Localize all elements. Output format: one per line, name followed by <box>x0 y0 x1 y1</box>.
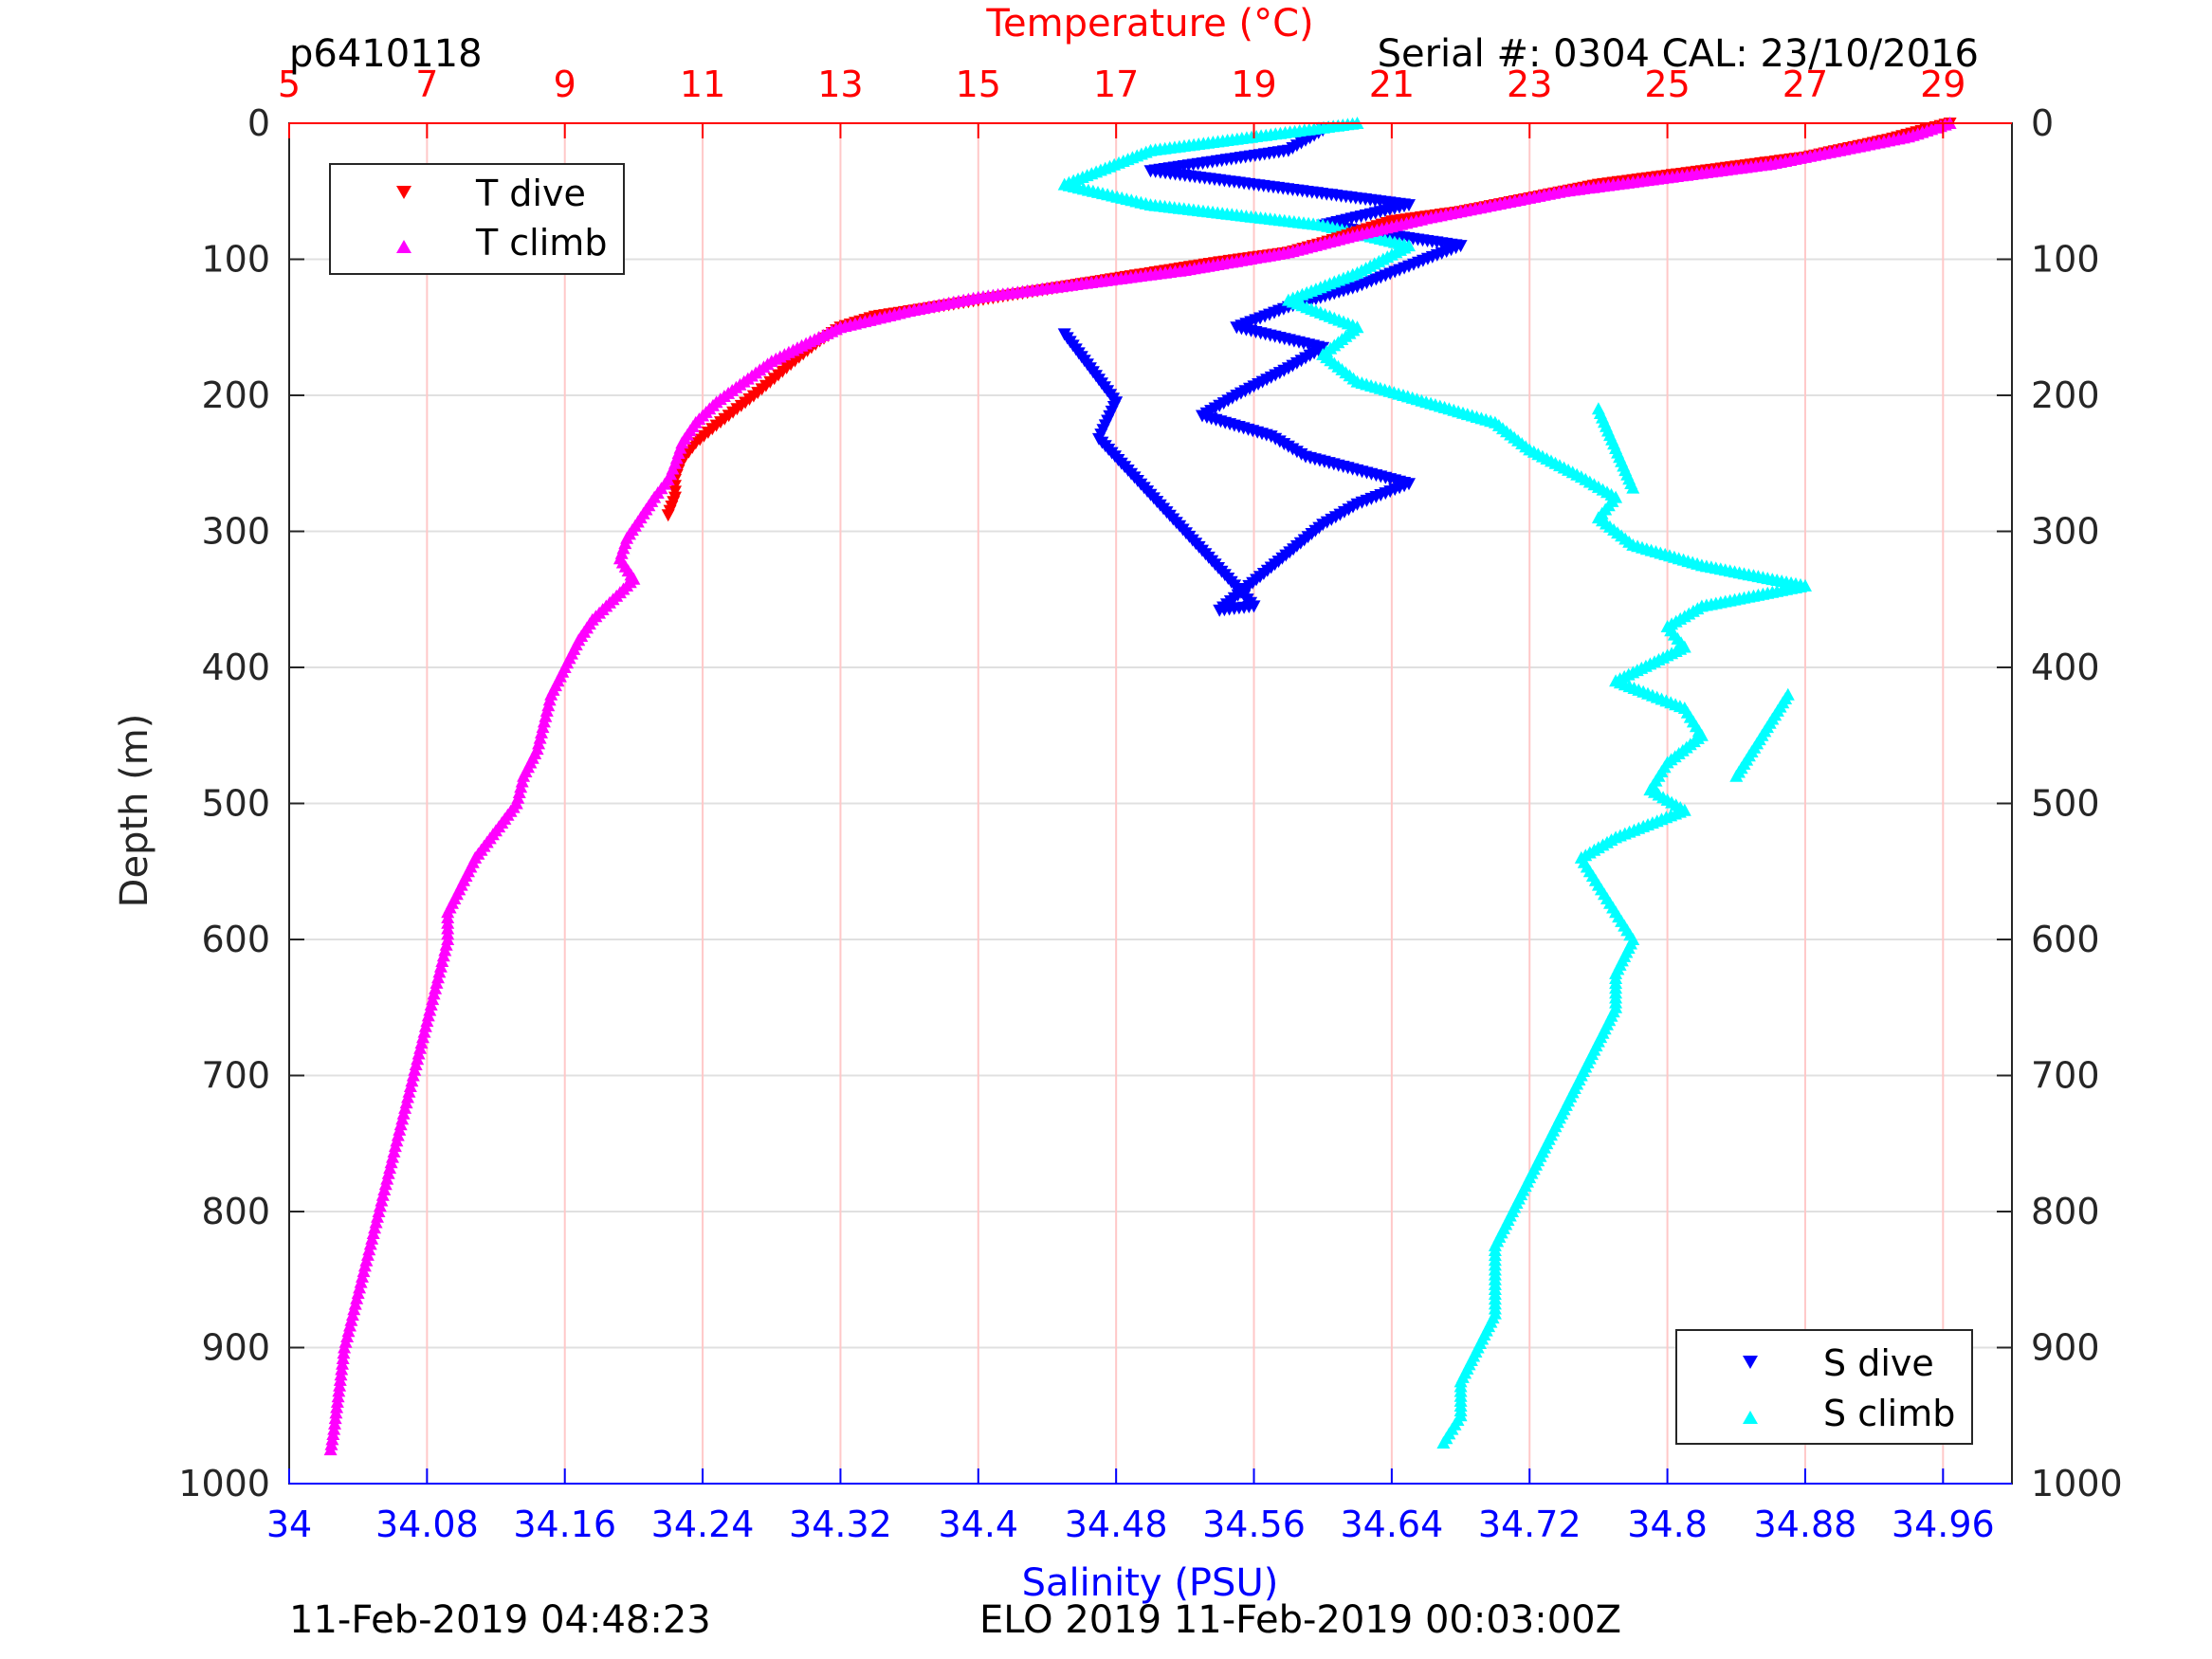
data-point <box>330 1400 344 1413</box>
data-point <box>334 1368 348 1381</box>
y-tick-label-left: 1000 <box>178 1463 270 1504</box>
temperature-tick-label: 7 <box>415 64 438 105</box>
salinity-tick-label: 34.8 <box>1627 1504 1708 1545</box>
data-point <box>1729 769 1744 782</box>
profile-id: p6410118 <box>289 32 483 76</box>
data-point <box>337 1346 351 1359</box>
y-tick-label-right: 300 <box>2031 511 2100 553</box>
y-tick-label-left: 300 <box>201 511 270 553</box>
legend-t-dive-label: T dive <box>475 173 586 214</box>
legend-t-dive-marker <box>396 186 411 199</box>
y-tick-label-left: 800 <box>201 1191 270 1232</box>
series-s-climb <box>1057 117 1812 1449</box>
temperature-tick-label: 13 <box>817 64 863 105</box>
data-point <box>336 1357 349 1370</box>
temperature-tick-label: 27 <box>1782 64 1828 105</box>
salinity-tick-label: 34.56 <box>1202 1504 1306 1545</box>
data-point <box>1057 328 1071 341</box>
salinity-tick-label: 34.32 <box>789 1504 892 1545</box>
serial-cal-label: Serial #: 0304 CAL: 23/10/2016 <box>1378 32 1979 76</box>
salinity-tick-label: 34.72 <box>1478 1504 1581 1545</box>
legend-salinity: S dive S climb <box>1675 1329 1973 1445</box>
y-tick-label-right: 600 <box>2031 919 2100 960</box>
legend-temperature-box <box>329 163 625 275</box>
legend-temperature: T dive T climb <box>329 163 625 275</box>
data-point <box>336 1352 350 1364</box>
data-point <box>332 1384 346 1397</box>
series-layer <box>323 117 1957 1456</box>
salinity-tick-label: 34.64 <box>1340 1504 1443 1545</box>
y-tick-label-right: 500 <box>2031 783 2100 825</box>
salinity-tick-label: 34.24 <box>651 1504 755 1545</box>
y-tick-label-left: 700 <box>201 1055 270 1097</box>
footer-timestamp: 11-Feb-2019 04:48:23 <box>289 1598 711 1642</box>
y-tick-label-right: 1000 <box>2031 1463 2123 1504</box>
temperature-tick-label: 29 <box>1920 64 1965 105</box>
temperature-tick-label: 15 <box>956 64 1001 105</box>
temperature-tick-label: 21 <box>1369 64 1415 105</box>
salinity-tick-label: 34.16 <box>513 1504 616 1545</box>
bottom-axis-title: Salinity (PSU) <box>1022 1561 1279 1605</box>
top-axis-title: Temperature (°C) <box>985 2 1313 46</box>
salinity-tick-label: 34.4 <box>938 1504 1018 1545</box>
legend-s-dive-label: S dive <box>1823 1342 1934 1384</box>
y-tick-label-right: 900 <box>2031 1327 2100 1369</box>
data-point <box>326 1428 340 1440</box>
y-tick-label-left: 0 <box>247 102 270 144</box>
salinity-tick-label: 34 <box>266 1504 312 1545</box>
salinity-tick-label: 34.96 <box>1892 1504 1995 1545</box>
legend-s-climb-label: S climb <box>1823 1393 1955 1434</box>
y-tick-label-right: 800 <box>2031 1191 2100 1232</box>
y-tick-label-right: 700 <box>2031 1055 2100 1097</box>
legend-t-climb-marker <box>396 240 411 253</box>
temperature-tick-label: 23 <box>1507 64 1552 105</box>
y-tick-label-right: 0 <box>2031 102 2054 144</box>
temperature-tick-label: 25 <box>1644 64 1690 105</box>
temperature-tick-label: 5 <box>278 64 301 105</box>
data-point <box>333 1373 347 1386</box>
temperature-tick-label: 11 <box>680 64 725 105</box>
y-tick-label-right: 400 <box>2031 647 2100 688</box>
salinity-tick-label: 34.08 <box>375 1504 479 1545</box>
legend-s-climb-marker <box>1743 1411 1758 1424</box>
y-tick-label-right: 100 <box>2031 239 2100 281</box>
legend-salinity-box <box>1675 1329 1973 1445</box>
data-point <box>327 1422 341 1435</box>
temperature-tick-label: 17 <box>1093 64 1139 105</box>
data-point <box>1436 1436 1451 1449</box>
y-tick-label-left: 100 <box>201 239 270 281</box>
data-point <box>324 1437 338 1450</box>
data-point <box>329 1406 343 1419</box>
y-tick-label-left: 200 <box>201 374 270 416</box>
data-point <box>323 1443 338 1456</box>
y-tick-label-left: 400 <box>201 647 270 688</box>
y-tick-label-right: 200 <box>2031 374 2100 416</box>
data-point <box>338 1340 352 1354</box>
salinity-tick-label: 34.48 <box>1065 1504 1168 1545</box>
y-tick-label-left: 500 <box>201 783 270 825</box>
axes: 0 0 100 100 200 200 300 300 400 400 500 500 600 600 70… <box>178 64 2122 1545</box>
temperature-tick-label: 19 <box>1231 64 1276 105</box>
data-point <box>330 1395 344 1408</box>
series-t-climb <box>323 117 1957 1456</box>
data-point <box>335 1362 349 1376</box>
salinity-tick-label: 34.88 <box>1754 1504 1857 1545</box>
data-point <box>661 509 675 522</box>
y-tick-label-left: 900 <box>201 1327 270 1369</box>
data-point <box>328 1416 341 1430</box>
footer-mission: ELO 2019 11-Feb-2019 00:03:00Z <box>979 1598 1621 1642</box>
data-point <box>331 1390 345 1403</box>
data-point <box>325 1432 339 1446</box>
data-point <box>333 1378 347 1392</box>
legend-s-dive-marker <box>1743 1356 1758 1369</box>
data-point <box>328 1412 342 1425</box>
legend-t-climb-label: T climb <box>475 222 607 264</box>
y-tick-label-left: 600 <box>201 919 270 960</box>
data-point <box>1591 402 1605 415</box>
temperature-tick-label: 9 <box>554 64 576 105</box>
y-axis-title: Depth (m) <box>113 714 156 908</box>
